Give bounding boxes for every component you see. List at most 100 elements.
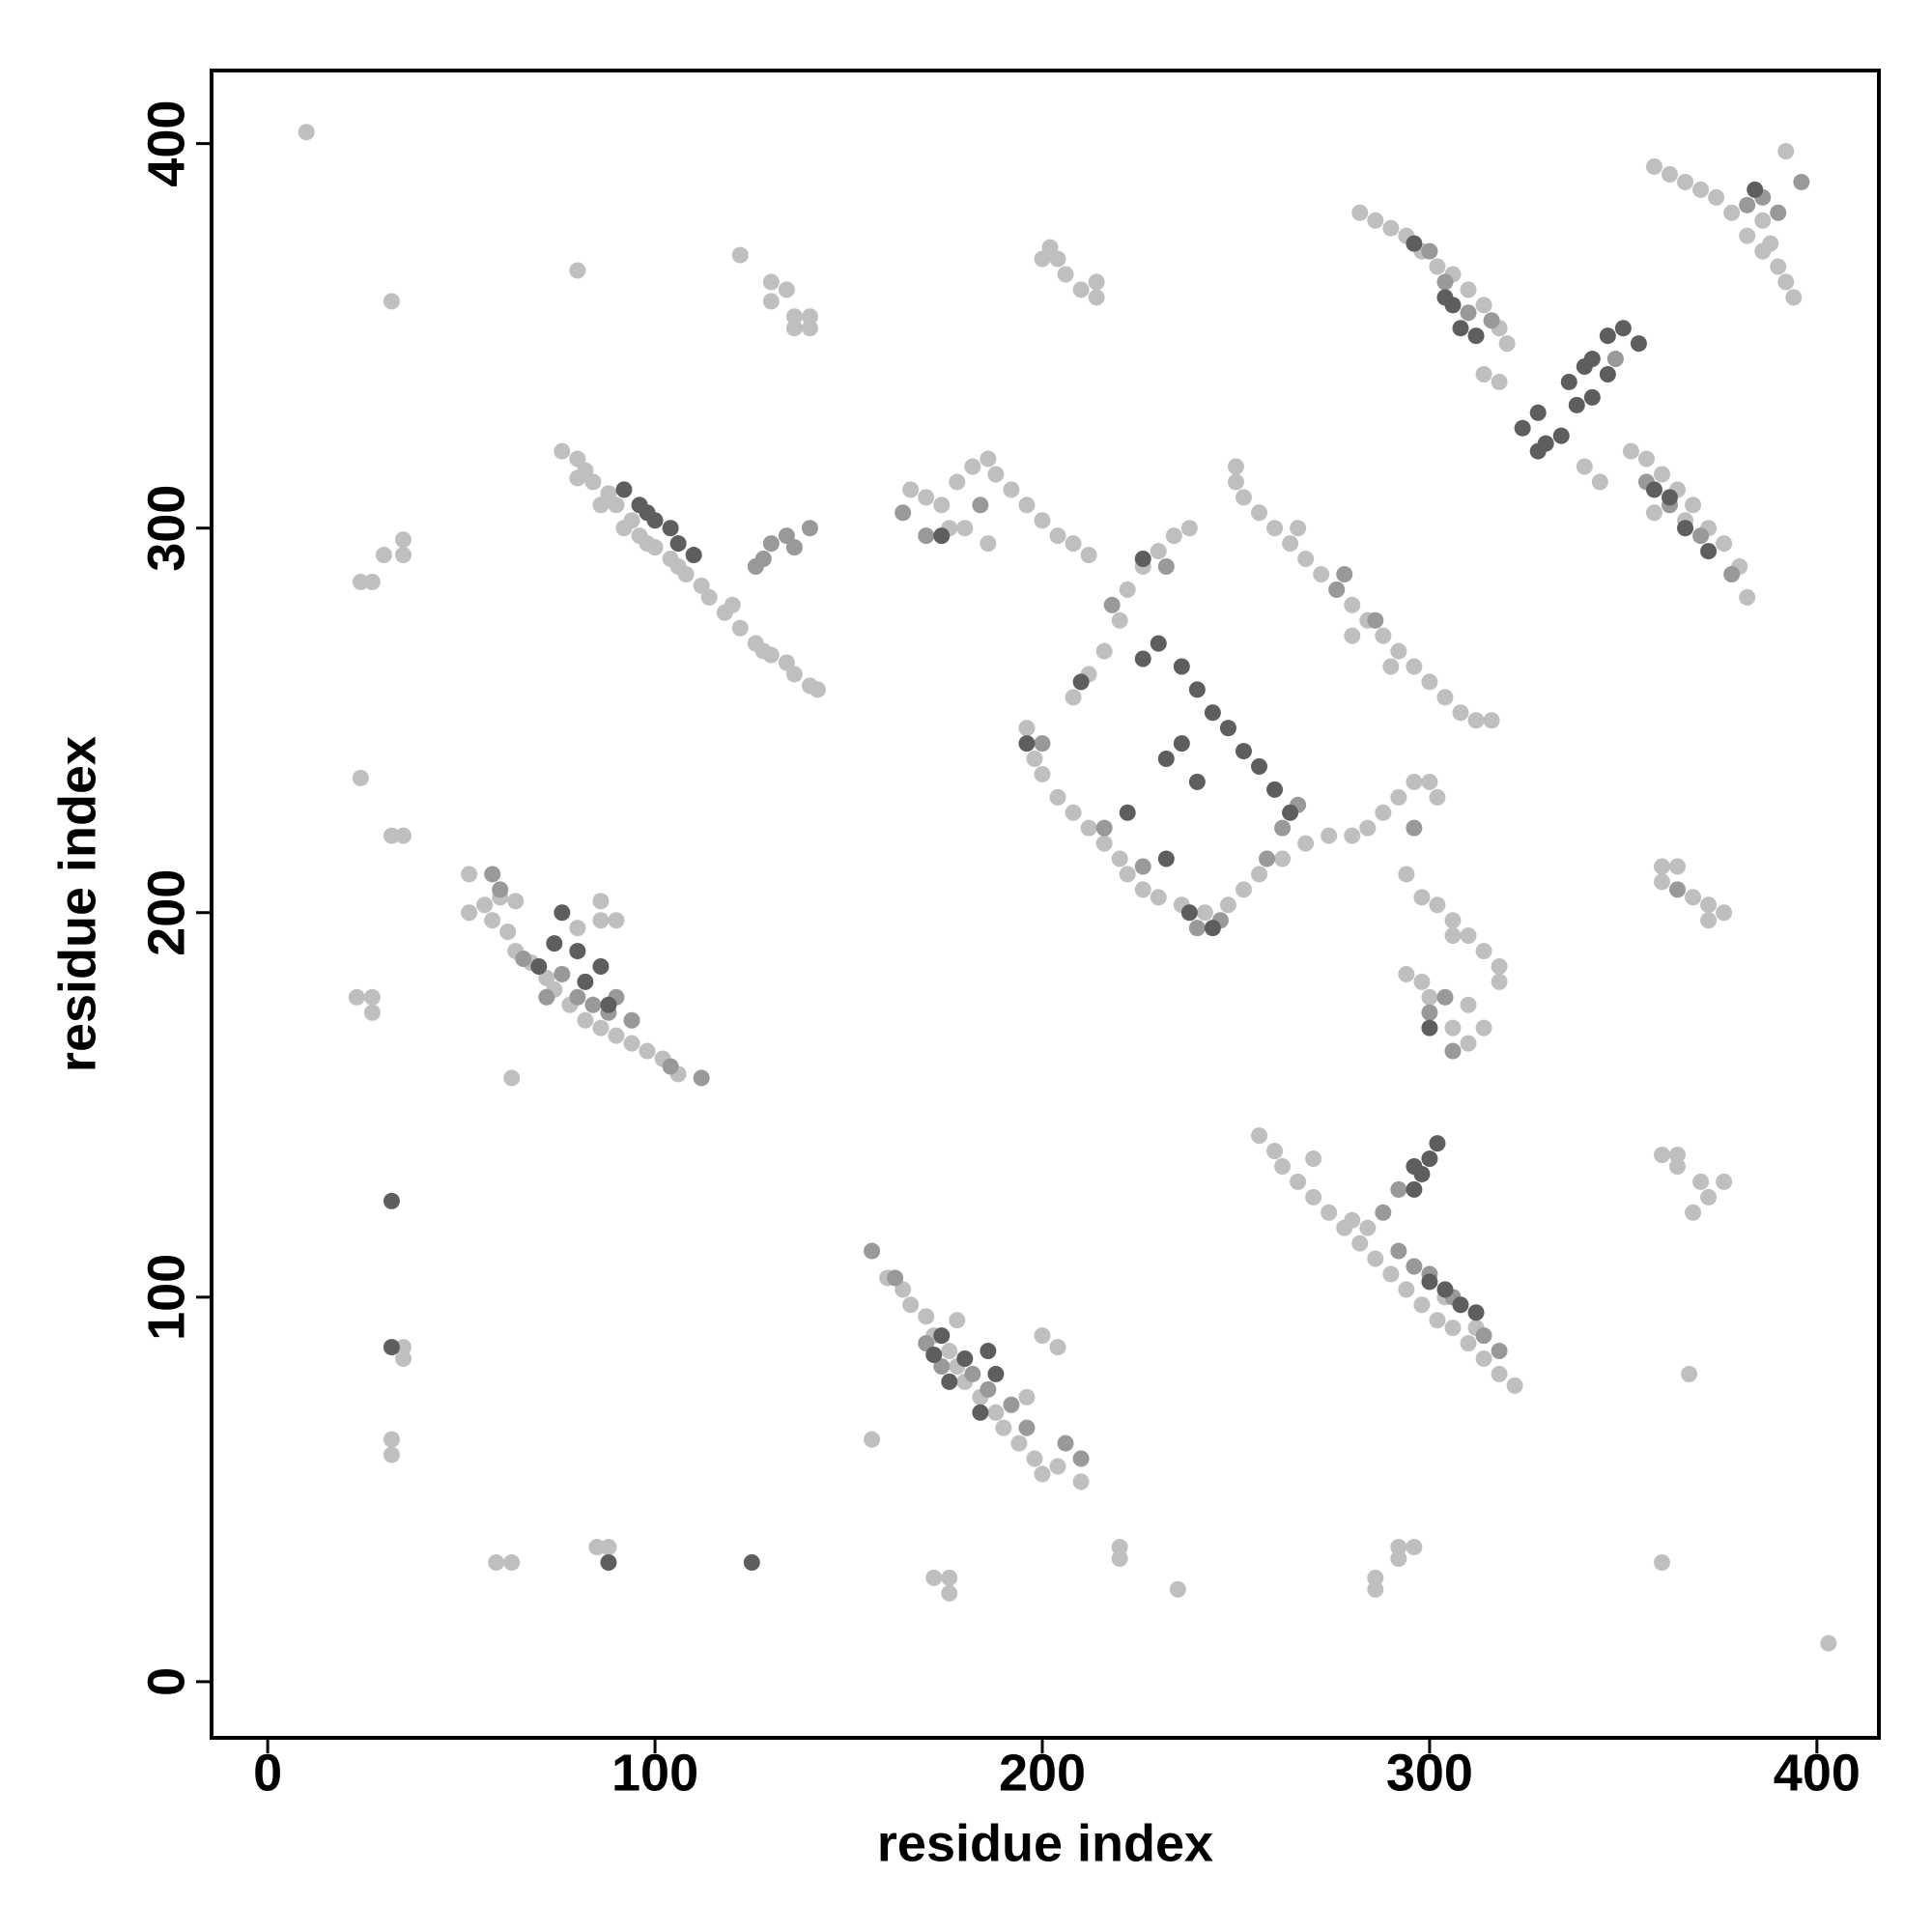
point [1173,658,1190,675]
point [1375,804,1392,821]
point [546,935,563,952]
point [1119,866,1136,883]
point [1088,273,1105,291]
point [352,573,369,590]
point [1681,1365,1698,1382]
point [1018,720,1036,737]
point [1134,881,1151,898]
point [623,1011,640,1029]
point [1777,273,1795,291]
point [1344,1211,1361,1229]
point [1150,543,1167,560]
point [1421,1273,1438,1291]
point [363,573,381,590]
point [1406,1180,1423,1198]
point [569,988,586,1006]
point [949,1312,966,1329]
point [1375,1204,1392,1221]
point [1344,627,1361,644]
point [1049,250,1066,268]
point [1406,1539,1423,1556]
point [639,1042,656,1060]
point [1266,781,1284,798]
point [1235,743,1252,760]
point [1266,520,1284,537]
point [600,485,617,502]
x-tick-label: 400 [1774,1744,1861,1802]
point [1723,565,1741,582]
point [615,520,633,537]
point [724,596,741,613]
point [1406,1258,1423,1275]
point [1367,611,1384,629]
point [1739,196,1756,213]
point [933,527,951,545]
point [515,951,532,968]
point [600,1539,617,1556]
x-tick-label: 100 [611,1744,698,1802]
point [1049,527,1066,545]
point [1026,751,1043,768]
point [1157,751,1175,768]
point [1599,365,1616,383]
point [1173,735,1190,753]
point [639,535,656,553]
point [1003,1396,1020,1413]
point [1475,1350,1492,1368]
point [1421,1151,1438,1168]
point [1057,266,1074,283]
point [1692,1173,1710,1190]
y-tick-label: 0 [137,1667,195,1696]
point [1274,1157,1292,1175]
point [383,1192,400,1209]
point [592,893,610,910]
point [1529,404,1547,421]
point [394,827,412,844]
point [1700,1188,1718,1206]
point [693,1069,710,1087]
point [801,308,818,326]
point [1421,1019,1438,1037]
point [1321,827,1338,844]
point [754,642,772,660]
point [1576,458,1593,475]
point [1169,1580,1186,1598]
point [1669,1147,1687,1164]
point [941,1584,958,1602]
point [1080,547,1097,564]
point [925,1347,943,1364]
point [1065,689,1082,706]
point [1460,304,1477,322]
point [1297,835,1315,852]
point [1274,819,1292,837]
point [1157,850,1175,867]
point [569,262,586,279]
x-tick-label: 200 [999,1744,1086,1802]
point [1305,1188,1322,1206]
point [569,469,586,487]
point [1034,512,1051,529]
point [592,912,610,929]
point [1700,912,1718,929]
point [1150,889,1167,906]
point [608,497,625,514]
point [1351,1235,1369,1252]
point [1251,1127,1268,1145]
point [1088,289,1105,306]
point [864,1242,881,1260]
point [1359,1219,1377,1236]
point [1057,1435,1074,1452]
point [1095,642,1113,660]
point [731,619,749,637]
point [1398,866,1415,883]
point [1685,497,1702,514]
point [785,666,803,683]
point [1436,689,1454,706]
point [1266,1143,1284,1160]
point [1716,1173,1733,1190]
point [1328,581,1346,598]
point [902,1296,920,1314]
point [762,293,780,310]
point [1429,1312,1446,1329]
point [1049,788,1066,806]
